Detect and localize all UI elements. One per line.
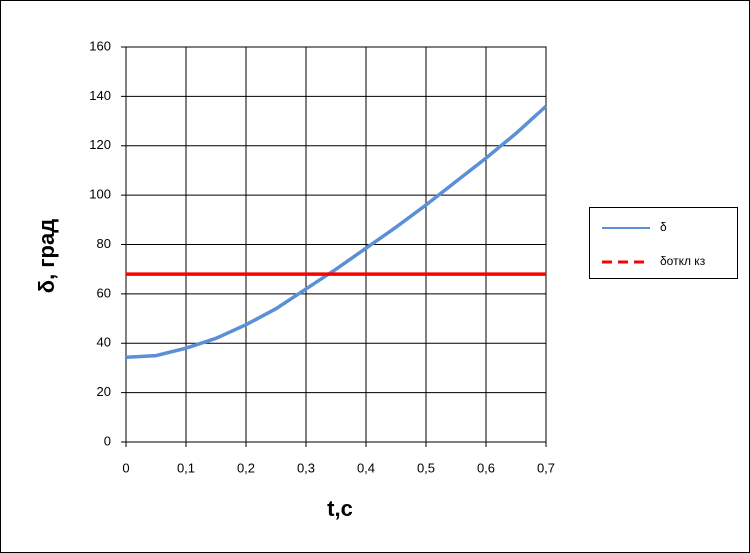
x-axis-title: t,c bbox=[327, 496, 353, 521]
x-tick-label: 0,6 bbox=[477, 460, 495, 475]
x-tick-label: 0,4 bbox=[357, 460, 375, 475]
x-tick-label: 0,1 bbox=[177, 460, 195, 475]
legend-label: δоткл кз bbox=[660, 254, 706, 268]
y-tick-label: 140 bbox=[89, 88, 111, 103]
x-tick-label: 0,5 bbox=[417, 460, 435, 475]
y-tick-label: 20 bbox=[97, 384, 111, 399]
y-axis-title: δ, град bbox=[34, 219, 59, 293]
y-tick-label: 60 bbox=[97, 285, 111, 300]
legend bbox=[589, 207, 738, 279]
x-tick-label: 0,3 bbox=[297, 460, 315, 475]
series-line bbox=[125, 104, 548, 360]
y-tick-label: 100 bbox=[89, 187, 111, 202]
y-tick-label: 80 bbox=[97, 236, 111, 251]
y-tick-label: 0 bbox=[104, 433, 111, 448]
x-tick-label: 0 bbox=[122, 460, 129, 475]
x-tick-label: 0,7 bbox=[537, 460, 555, 475]
x-tick-label: 0,2 bbox=[237, 460, 255, 475]
legend-label: δ bbox=[660, 220, 667, 234]
y-tick-label: 40 bbox=[97, 335, 111, 350]
y-tick-label: 120 bbox=[89, 137, 111, 152]
y-tick-label: 160 bbox=[89, 38, 111, 53]
